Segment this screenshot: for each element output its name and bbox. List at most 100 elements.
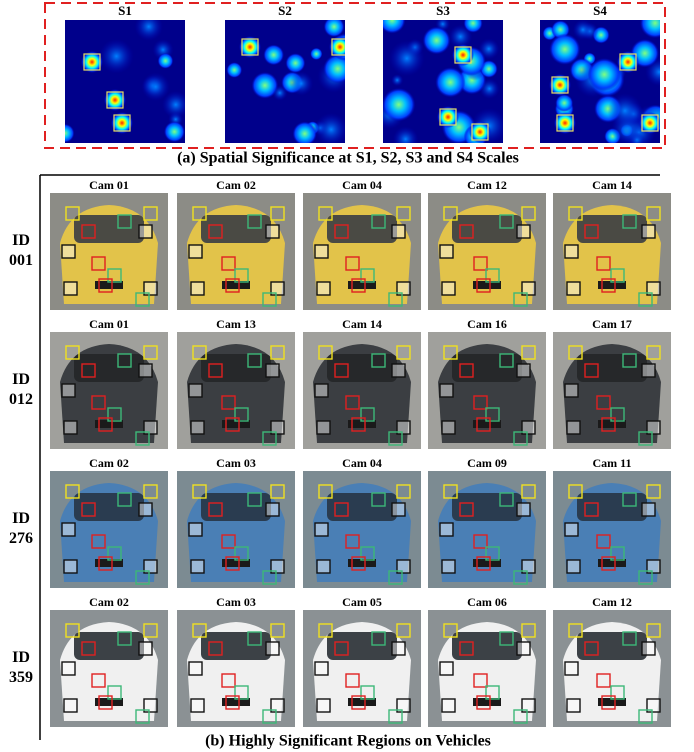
vehicle-image <box>177 610 295 727</box>
vehicle-image <box>50 610 168 727</box>
region-box <box>392 225 405 238</box>
region-box <box>567 421 580 434</box>
blob <box>391 74 403 86</box>
region-box <box>189 245 202 258</box>
region-box <box>442 282 455 295</box>
blob <box>435 67 465 97</box>
scale-label: S4 <box>593 3 607 18</box>
vehicle-window <box>74 354 144 382</box>
id-number: 012 <box>9 391 33 408</box>
region-box <box>642 225 655 238</box>
region-box <box>64 421 77 434</box>
region-box <box>315 245 328 258</box>
region-box <box>565 523 578 536</box>
blob <box>99 39 133 73</box>
vehicle-image <box>303 471 421 588</box>
vehicle-window <box>74 632 144 660</box>
camera-label: Cam 11 <box>593 456 632 470</box>
vehicle-image <box>50 471 168 588</box>
blob <box>573 20 593 40</box>
camera-label: Cam 06 <box>467 595 507 609</box>
region-box <box>392 364 405 377</box>
region-box <box>191 421 204 434</box>
id-label: ID <box>12 649 30 666</box>
vehicle-image <box>177 471 295 588</box>
vehicle-image <box>553 193 671 310</box>
camera-label: Cam 16 <box>467 317 507 331</box>
region-box <box>317 560 330 573</box>
scale-label: S1 <box>118 3 132 18</box>
vehicle-window <box>327 354 397 382</box>
region-box <box>442 560 455 573</box>
region-box <box>189 662 202 675</box>
vehicle-image <box>177 332 295 449</box>
camera-label: Cam 02 <box>89 456 129 470</box>
camera-label: Cam 02 <box>216 178 256 192</box>
id-label: ID <box>12 232 30 249</box>
region-box <box>567 560 580 573</box>
blob <box>379 7 406 34</box>
vehicle-window <box>452 354 522 382</box>
heatmap <box>225 16 358 146</box>
region-box <box>62 245 75 258</box>
region-box <box>64 560 77 573</box>
region-box <box>517 642 530 655</box>
camera-label: Cam 17 <box>592 317 632 331</box>
region-box <box>442 699 455 712</box>
region-box <box>440 245 453 258</box>
region-box <box>567 282 580 295</box>
vehicle-window <box>327 632 397 660</box>
blob <box>423 26 451 54</box>
blob <box>135 12 163 40</box>
heatmap <box>375 7 507 152</box>
region-box <box>440 384 453 397</box>
id-number: 359 <box>9 669 33 686</box>
region-box <box>642 364 655 377</box>
vehicle-image <box>303 332 421 449</box>
region-box <box>565 384 578 397</box>
blob <box>285 53 305 73</box>
region-box <box>64 282 77 295</box>
region-box <box>139 225 152 238</box>
camera-label: Cam 14 <box>592 178 632 192</box>
blob <box>158 53 174 69</box>
vehicle-window <box>74 493 144 521</box>
scale-label: S3 <box>436 3 450 18</box>
blob <box>289 71 313 95</box>
id-label: ID <box>12 510 30 527</box>
vehicle-image <box>428 610 546 727</box>
blob <box>263 45 284 66</box>
region-box <box>266 642 279 655</box>
vehicle-image <box>50 193 168 310</box>
vehicle-image <box>303 610 421 727</box>
vehicle-image <box>553 471 671 588</box>
region-box <box>315 384 328 397</box>
camera-label: Cam 12 <box>592 595 632 609</box>
blob <box>272 85 287 100</box>
region-box <box>315 662 328 675</box>
vehicle-image <box>303 193 421 310</box>
region-box <box>189 384 202 397</box>
region-box <box>442 421 455 434</box>
blob <box>549 34 580 65</box>
id-label: ID <box>12 371 30 388</box>
region-box <box>191 560 204 573</box>
region-box <box>62 523 75 536</box>
heatmap <box>56 12 190 143</box>
region-box <box>392 642 405 655</box>
blob <box>293 122 317 146</box>
heatmap <box>540 8 673 150</box>
region-box <box>517 364 530 377</box>
camera-label: Cam 02 <box>89 595 129 609</box>
blob <box>310 48 322 60</box>
vehicle-image <box>177 193 295 310</box>
id-number: 001 <box>9 252 33 269</box>
camera-label: Cam 01 <box>89 317 129 331</box>
camera-label: Cam 04 <box>342 456 382 470</box>
caption-a: (a) Spatial Significance at S1, S2, S3 a… <box>177 150 519 167</box>
blob <box>56 124 75 143</box>
camera-label: Cam 01 <box>89 178 129 192</box>
region-box <box>315 523 328 536</box>
camera-label: Cam 12 <box>467 178 507 192</box>
region-box <box>440 662 453 675</box>
